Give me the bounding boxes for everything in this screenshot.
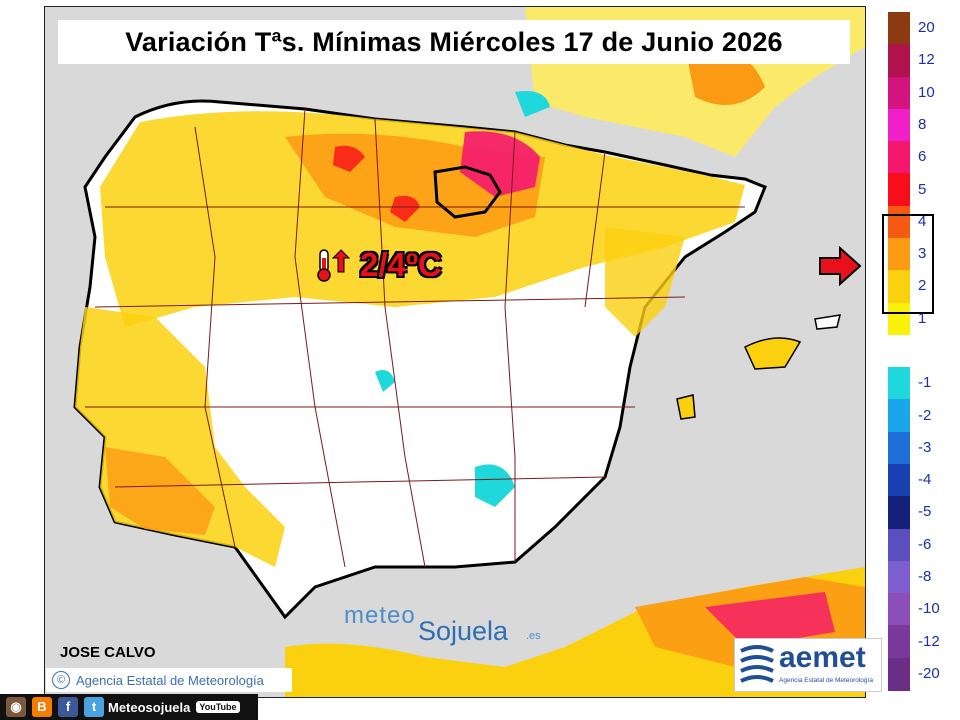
legend-swatch [888,593,910,627]
legend-swatch [888,657,910,691]
legend-label: 6 [918,148,927,166]
legend-swatch [888,270,910,304]
youtube-icon[interactable]: YouTube [196,701,240,713]
legend-label: 8 [918,116,927,133]
legend-swatch [888,238,910,271]
legend-swatch [888,560,910,594]
aemet-logo-icon [740,645,774,683]
copyright-icon: © [52,671,70,689]
author-label: JOSE CALVO [60,644,156,661]
color-scale-legend [888,12,910,691]
aemet-logo: aemet Agencia Estatal de Meteorología [734,638,882,692]
southwest-orange-zone [105,447,215,535]
balearic-mallorca [744,337,802,370]
legend-swatch [888,12,910,45]
province-boundaries [85,108,745,568]
legend-swatch [888,302,910,336]
legend-label: 2 [918,277,927,295]
cold-patch-3 [515,91,550,117]
legend-swatch [888,205,910,239]
blogger-icon[interactable]: B [32,697,52,717]
watermark-line2: Sojuela [418,616,509,646]
facebook-icon[interactable]: f [58,697,78,717]
legend-swatch [888,334,910,368]
legend-swatch [888,44,910,78]
balearic-menorca [814,314,842,330]
legend-swatch [888,367,910,401]
legend-swatch [888,399,910,433]
watermark-line1: meteo [344,602,416,629]
map-frame [44,6,866,698]
aemet-subtitle: Agencia Estatal de Meteorología [779,677,873,684]
legend-label: 20 [918,19,935,37]
legend-swatch [888,76,910,110]
legend-label: 5 [918,180,927,198]
highlight-value: 2/4ºC [360,246,442,283]
meteosojuela-watermark: meteo Sojuela .es [344,600,554,650]
balearic-ibiza [676,394,696,420]
legend-swatch [888,141,910,175]
pointer-arrow-icon [819,246,862,286]
watermark-tld: .es [526,630,541,642]
title-box: Variación Tªs. Mínimas Miércoles 17 de J… [58,20,850,64]
anomaly-map [73,7,865,697]
legend-label: -5 [918,503,932,521]
cold-patch-1 [475,464,515,507]
legend-label: -8 [918,568,932,585]
legend-label: -6 [918,535,932,553]
highlight-annotation: 2/4ºC [316,246,442,284]
map-title: Variación Tªs. Mínimas Miércoles 17 de J… [125,26,783,57]
legend-label: 12 [918,51,935,69]
legend-swatch [888,528,910,562]
legend-label: -4 [918,471,932,489]
east-warm-zone [605,227,685,337]
legend-label: 1 [918,309,927,327]
legend-label: -3 [918,438,932,456]
social-bar: ◉ B f t Meteosojuela YouTube [0,694,258,720]
agency-footer-text: Agencia Estatal de Meteorología [76,672,264,688]
legend-swatch [888,108,910,142]
north-red-zone [460,131,540,197]
legend-label: 4 [918,212,927,230]
legend-label: 10 [918,83,935,101]
instagram-icon[interactable]: ◉ [6,697,26,717]
thermometer-up-icon [317,249,351,282]
legend-label: -12 [918,632,940,650]
africa-red-zone [705,592,835,647]
legend-label: 3 [918,245,927,263]
legend-swatch [888,625,910,659]
legend-swatch [888,173,910,207]
legend-label: -10 [918,600,940,618]
aemet-name: aemet [779,641,866,674]
cold-patch-2 [375,369,395,392]
legend-swatch [888,431,910,465]
la-rioja-outline [433,165,502,219]
legend-swatch [888,464,910,497]
legend-highlight-box [882,214,934,314]
red-spot-2 [390,195,420,222]
twitter-icon[interactable]: t [84,697,104,717]
legend-label: -1 [918,374,932,392]
red-spot [333,145,365,172]
agency-footer: © Agencia Estatal de Meteorología [46,668,292,692]
legend-label: -2 [918,406,932,424]
legend-label: -20 [918,664,940,682]
legend-swatch [888,496,910,530]
social-handle[interactable]: Meteosojuela [108,699,191,715]
